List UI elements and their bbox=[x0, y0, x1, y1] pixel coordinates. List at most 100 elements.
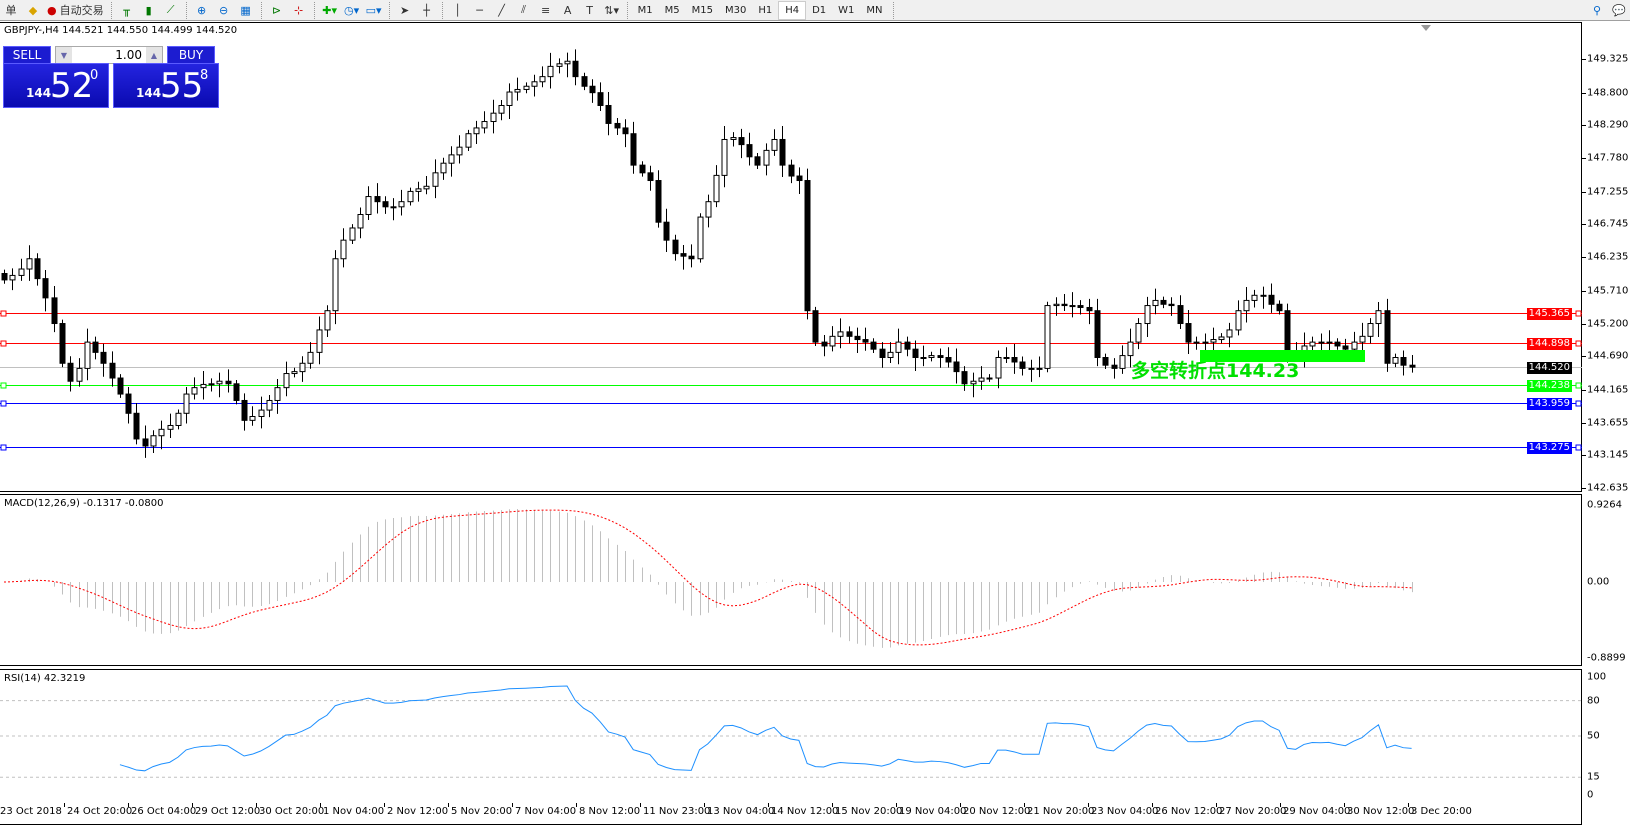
new-order-button[interactable]: 单 bbox=[5, 4, 17, 17]
bear-candle bbox=[92, 341, 99, 353]
timeframe-m15[interactable]: M15 bbox=[691, 4, 713, 16]
zoom-out-icon[interactable]: ⊖ bbox=[219, 3, 229, 17]
bull-candle bbox=[1210, 339, 1217, 343]
buy-price[interactable]: 144 55 8 bbox=[113, 63, 219, 108]
bull-candle bbox=[721, 138, 728, 176]
bear-candle bbox=[117, 377, 124, 395]
bull-candle bbox=[150, 435, 157, 447]
search-icon[interactable]: ⚲ bbox=[1592, 3, 1602, 17]
fibonacci-icon[interactable]: ≡ bbox=[541, 3, 551, 17]
chart-shift-icon[interactable]: ⊹ bbox=[294, 3, 304, 17]
crosshair-icon[interactable]: ┼ bbox=[423, 3, 430, 17]
timeframe-d1[interactable]: D1 bbox=[812, 4, 827, 16]
bull-candle bbox=[398, 201, 405, 208]
bull-candle bbox=[390, 206, 397, 209]
bear-candle bbox=[1077, 305, 1084, 308]
tile-windows-icon[interactable]: ▦ bbox=[240, 3, 251, 17]
time-tick bbox=[832, 803, 833, 807]
line-chart-icon[interactable]: ⟋ bbox=[166, 3, 175, 16]
price-tick bbox=[1582, 257, 1586, 259]
timeframe-m1[interactable]: M1 bbox=[637, 4, 653, 16]
price-tick-label: 145.200 bbox=[1587, 318, 1629, 330]
bull-candle bbox=[191, 387, 198, 395]
separator bbox=[892, 1, 894, 19]
volume-input[interactable]: 1.00 bbox=[115, 48, 142, 62]
volume-down-button[interactable]: ▼ bbox=[56, 47, 72, 63]
bear-candle bbox=[1284, 310, 1291, 353]
time-tick bbox=[512, 803, 513, 807]
autotrading-button[interactable]: ● 自动交易 bbox=[44, 1, 107, 20]
trendline-icon[interactable]: ╱ bbox=[498, 3, 505, 17]
bear-candle bbox=[1276, 303, 1283, 312]
timeframe-m5[interactable]: M5 bbox=[664, 4, 680, 16]
indicators-icon[interactable]: ✚▾ bbox=[322, 3, 337, 17]
vertical-line-icon[interactable]: │ bbox=[454, 3, 461, 17]
bear-candle bbox=[1086, 306, 1093, 312]
time-label: 24 Oct 20:00 bbox=[67, 806, 133, 817]
sell-price[interactable]: 144 52 0 bbox=[3, 63, 109, 108]
bull-candle bbox=[481, 121, 488, 129]
bull-candle bbox=[283, 373, 290, 389]
bull-candle bbox=[18, 268, 25, 276]
bear-candle bbox=[688, 255, 695, 260]
time-label: 23 Oct 2018 bbox=[0, 806, 62, 817]
bull-candle bbox=[1036, 367, 1043, 370]
bear-candle bbox=[51, 297, 58, 325]
buy-price-prefix: 144 bbox=[136, 86, 162, 100]
bear-candle bbox=[225, 380, 232, 385]
bear-candle bbox=[100, 351, 107, 364]
sell-button[interactable]: SELL bbox=[3, 46, 51, 64]
price-tick-label: 146.745 bbox=[1587, 218, 1629, 230]
bull-candle bbox=[531, 81, 538, 87]
time-label: 13 Nov 04:00 bbox=[707, 806, 775, 817]
horizontal-line-icon[interactable]: ─ bbox=[476, 3, 483, 17]
time-label: 1 Nov 04:00 bbox=[323, 806, 385, 817]
price-tick bbox=[1582, 224, 1586, 226]
chat-icon[interactable]: 💬 bbox=[1612, 3, 1626, 17]
periods-icon[interactable]: ◷▾ bbox=[344, 3, 360, 17]
bull-candle bbox=[407, 190, 414, 203]
line-anchor-handle bbox=[1575, 310, 1582, 317]
bear-candle bbox=[953, 361, 960, 373]
candlestick-icon[interactable]: ▮ bbox=[145, 3, 152, 17]
separator bbox=[441, 1, 443, 19]
timeframe-h4[interactable]: H4 bbox=[778, 0, 807, 20]
bar-chart-icon[interactable]: ╥ bbox=[123, 3, 130, 17]
time-label: 30 Nov 12:00 bbox=[1347, 806, 1415, 817]
price-axis: 149.325 148.800 148.290 147.780 147.255 146.7… bbox=[1582, 22, 1630, 494]
metaeditor-icon[interactable]: ◆ bbox=[28, 3, 38, 17]
arrows-icon[interactable]: ⇅▾ bbox=[604, 3, 619, 17]
bear-candle bbox=[846, 331, 853, 337]
chart-shift-marker[interactable] bbox=[1421, 25, 1431, 31]
zoom-in-icon[interactable]: ⊕ bbox=[197, 3, 207, 17]
price-tick bbox=[1582, 92, 1586, 94]
volume-stepper[interactable]: ▼ 1.00 ▲ bbox=[55, 46, 163, 64]
cursor-icon[interactable]: ➤ bbox=[400, 3, 410, 17]
bear-candle bbox=[1318, 341, 1325, 344]
equidistant-channel-icon[interactable]: ⫽ bbox=[521, 3, 527, 16]
autoscroll-icon[interactable]: ⊳ bbox=[272, 3, 282, 17]
bear-candle bbox=[1102, 357, 1109, 366]
bull-candle bbox=[697, 216, 704, 260]
text-icon[interactable]: A bbox=[563, 3, 572, 17]
macd-pane[interactable] bbox=[0, 494, 1582, 666]
buy-button[interactable]: BUY bbox=[167, 46, 215, 64]
bull-candle bbox=[1243, 299, 1250, 312]
timeframe-w1[interactable]: W1 bbox=[838, 4, 855, 16]
rsi-pane[interactable] bbox=[0, 669, 1582, 825]
bull-candle bbox=[440, 162, 447, 174]
timeframe-m30[interactable]: M30 bbox=[724, 4, 747, 16]
bear-candle bbox=[746, 144, 753, 158]
bull-candle bbox=[1309, 341, 1316, 347]
macd-tick-label: 0.9264 bbox=[1587, 499, 1622, 511]
buy-price-fraction: 8 bbox=[200, 68, 209, 83]
price-tick-label: 147.780 bbox=[1587, 152, 1629, 164]
bear-candle bbox=[589, 85, 596, 94]
timeframe-h1[interactable]: H1 bbox=[758, 4, 773, 16]
templates-icon[interactable]: ▭▾ bbox=[365, 3, 382, 17]
timeframe-mn[interactable]: MN bbox=[866, 4, 883, 16]
text-label-icon[interactable]: T bbox=[586, 3, 593, 17]
volume-up-button[interactable]: ▲ bbox=[146, 47, 162, 63]
bull-candle bbox=[274, 387, 281, 401]
price-tick bbox=[1582, 158, 1586, 160]
